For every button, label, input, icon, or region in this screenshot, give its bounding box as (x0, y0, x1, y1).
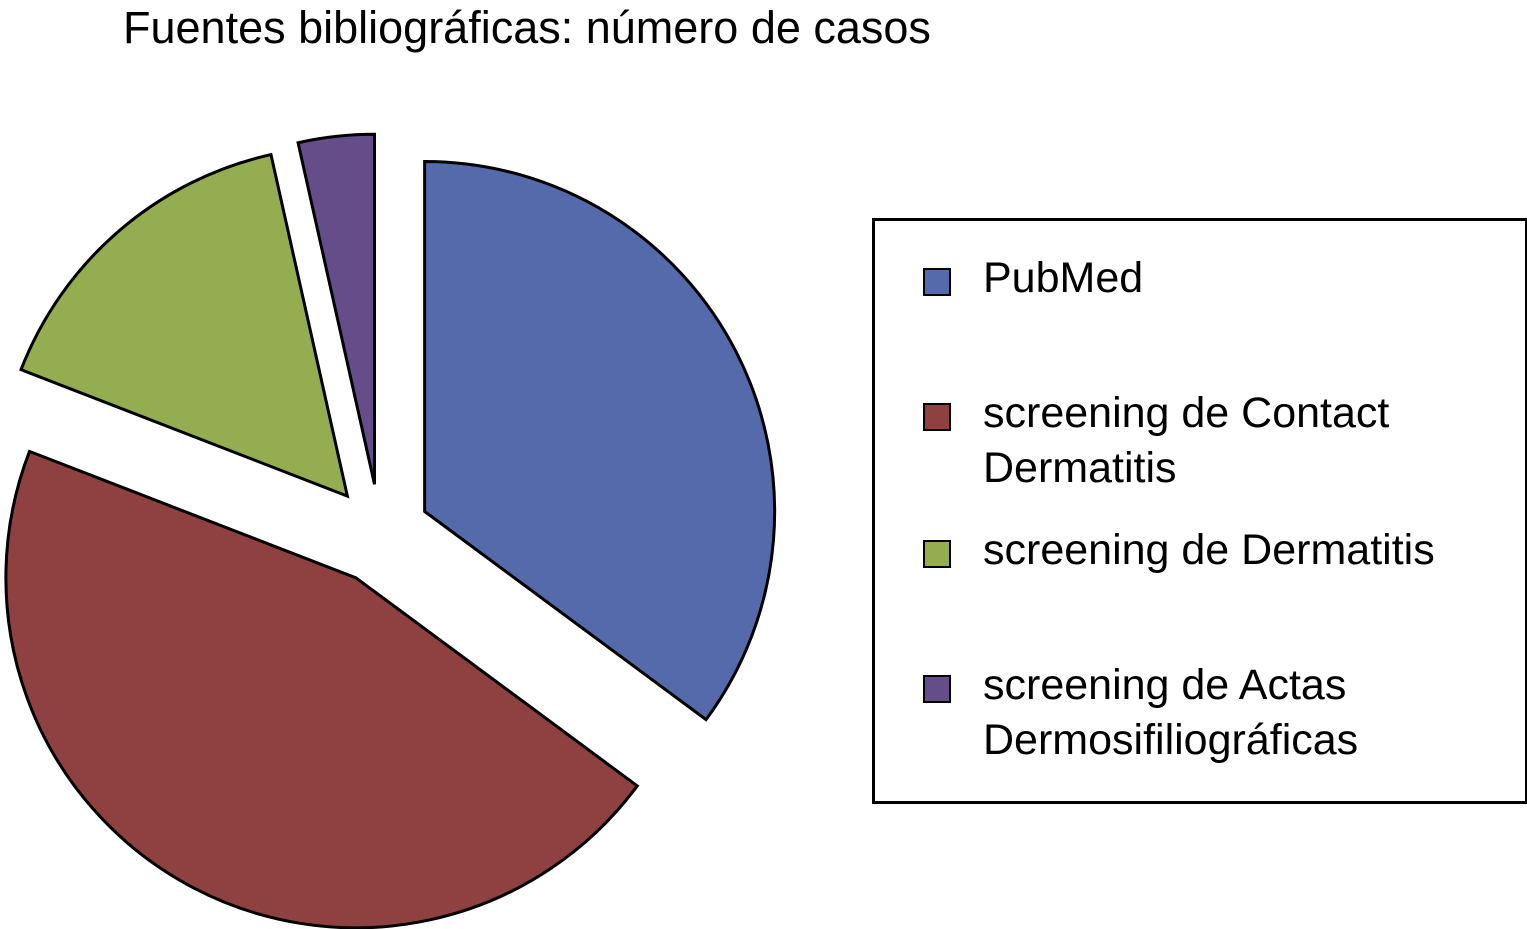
legend-label: screening de Dermatitis (983, 526, 1435, 574)
legend: PubMed screening de Contact Dermatitis scr… (872, 218, 1527, 804)
legend-label: PubMed (983, 254, 1144, 302)
legend-swatch (923, 268, 951, 296)
pie-slice (19, 152, 350, 499)
legend-label: screening de Actas Dermosifiliográficas (983, 661, 1359, 764)
legend-swatch (923, 403, 951, 431)
pie-slice (4, 449, 640, 929)
legend-swatch (923, 540, 951, 568)
legend-label: screening de Contact Dermatitis (983, 389, 1390, 492)
legend-swatch (923, 675, 951, 703)
chart-title: Fuentes bibliográficas: número de casos (123, 2, 931, 53)
chart (4, 132, 777, 929)
pie-slice (423, 159, 777, 722)
pie-slice (296, 132, 377, 485)
